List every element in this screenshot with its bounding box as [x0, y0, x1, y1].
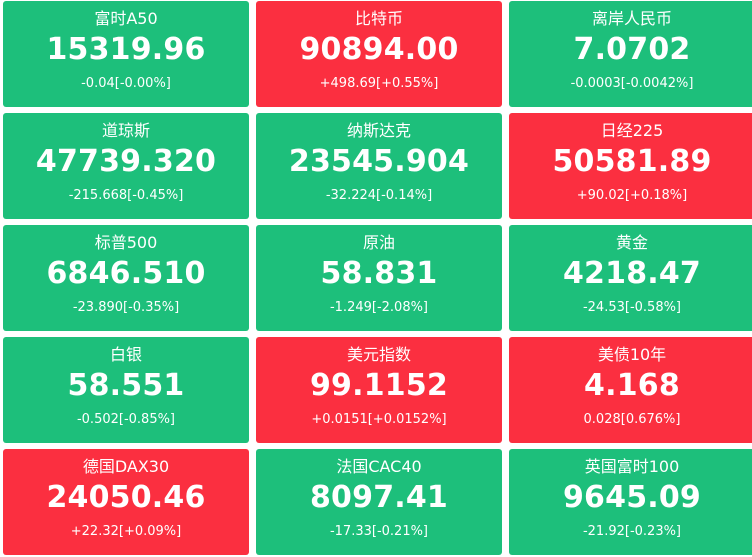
instrument-price: 99.1152 [309, 368, 449, 403]
quote-tile[interactable]: 比特币 90894.00 +498.69[+0.55%] [256, 1, 502, 107]
instrument-name: 美元指数 [346, 345, 411, 364]
quote-tile[interactable]: 德国DAX30 24050.46 +22.32[+0.09%] [3, 449, 249, 555]
instrument-change: -17.33[-0.21%] [329, 524, 429, 539]
instrument-change: -0.502[-0.85%] [76, 412, 176, 427]
instrument-price: 24050.46 [46, 480, 206, 515]
quote-tile[interactable]: 离岸人民币 7.0702 -0.0003[-0.0042%] [509, 1, 752, 107]
instrument-name: 日经225 [600, 121, 664, 140]
instrument-price: 58.551 [67, 368, 185, 403]
instrument-change: -24.53[-0.58%] [582, 300, 682, 315]
quote-tile[interactable]: 英国富时100 9645.09 -21.92[-0.23%] [509, 449, 752, 555]
instrument-price: 8097.41 [309, 480, 449, 515]
instrument-name: 黄金 [615, 233, 648, 252]
instrument-price: 9645.09 [562, 480, 702, 515]
instrument-change: +0.0151[+0.0152%] [311, 412, 447, 427]
instrument-name: 白银 [109, 345, 142, 364]
instrument-price: 50581.89 [552, 144, 712, 179]
instrument-price: 58.831 [320, 256, 438, 291]
instrument-price: 6846.510 [46, 256, 206, 291]
instrument-price: 4.168 [584, 368, 680, 403]
instrument-price: 4218.47 [562, 256, 702, 291]
quote-tile[interactable]: 道琼斯 47739.320 -215.668[-0.45%] [3, 113, 249, 219]
quote-tile[interactable]: 黄金 4218.47 -24.53[-0.58%] [509, 225, 752, 331]
instrument-name: 纳斯达克 [346, 121, 411, 140]
instrument-change: -0.04[-0.00%] [81, 76, 171, 91]
instrument-price: 23545.904 [288, 144, 470, 179]
instrument-price: 47739.320 [35, 144, 217, 179]
quote-tile[interactable]: 原油 58.831 -1.249[-2.08%] [256, 225, 502, 331]
instrument-name: 德国DAX30 [82, 457, 170, 476]
instrument-name: 美债10年 [597, 345, 667, 364]
quote-tile[interactable]: 标普500 6846.510 -23.890[-0.35%] [3, 225, 249, 331]
quote-tile[interactable]: 美债10年 4.168 0.028[0.676%] [509, 337, 752, 443]
instrument-change: +90.02[+0.18%] [576, 188, 688, 203]
quote-tile[interactable]: 美元指数 99.1152 +0.0151[+0.0152%] [256, 337, 502, 443]
instrument-name: 标普500 [94, 233, 158, 252]
quote-tile[interactable]: 富时A50 15319.96 -0.04[-0.00%] [3, 1, 249, 107]
quote-tile[interactable]: 纳斯达克 23545.904 -32.224[-0.14%] [256, 113, 502, 219]
instrument-price: 7.0702 [573, 32, 691, 67]
instrument-change: -1.249[-2.08%] [329, 300, 429, 315]
instrument-change: +498.69[+0.55%] [319, 76, 439, 91]
instrument-name: 英国富时100 [584, 457, 680, 476]
instrument-name: 原油 [362, 233, 395, 252]
quote-tile[interactable]: 日经225 50581.89 +90.02[+0.18%] [509, 113, 752, 219]
instrument-change: -0.0003[-0.0042%] [570, 76, 694, 91]
instrument-change: -215.668[-0.45%] [68, 188, 184, 203]
quote-tile[interactable]: 法国CAC40 8097.41 -17.33[-0.21%] [256, 449, 502, 555]
instrument-name: 离岸人民币 [591, 9, 672, 28]
instrument-change: 0.028[0.676%] [583, 412, 681, 427]
instrument-change: -32.224[-0.14%] [325, 188, 433, 203]
instrument-change: -21.92[-0.23%] [582, 524, 682, 539]
instrument-name: 法国CAC40 [336, 457, 422, 476]
instrument-name: 比特币 [354, 9, 403, 28]
quote-tile[interactable]: 白银 58.551 -0.502[-0.85%] [3, 337, 249, 443]
instrument-change: -23.890[-0.35%] [72, 300, 180, 315]
instrument-change: +22.32[+0.09%] [70, 524, 182, 539]
instrument-name: 道琼斯 [101, 121, 150, 140]
instrument-price: 15319.96 [46, 32, 206, 67]
instrument-name: 富时A50 [94, 9, 158, 28]
instrument-price: 90894.00 [299, 32, 459, 67]
